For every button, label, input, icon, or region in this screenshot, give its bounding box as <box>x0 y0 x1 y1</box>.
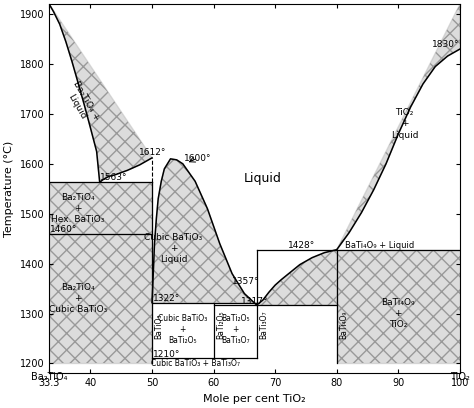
Text: 1357°: 1357° <box>232 277 260 286</box>
Text: Ba₂TiO₄
+
Hex. BaTiO₃: Ba₂TiO₄ + Hex. BaTiO₃ <box>52 193 105 224</box>
Text: BaTiO₃: BaTiO₃ <box>155 314 164 339</box>
Text: 1428°: 1428° <box>288 241 315 250</box>
X-axis label: Mole per cent TiO₂: Mole per cent TiO₂ <box>203 394 306 404</box>
Text: 1460°: 1460° <box>50 225 78 234</box>
Text: Cubic BaTiO₃ + BaTi₃O₇: Cubic BaTiO₃ + BaTi₃O₇ <box>151 359 239 368</box>
Text: BaTi₄O₉ + Liquid: BaTi₄O₉ + Liquid <box>345 241 414 250</box>
Text: TiO₂: TiO₂ <box>450 372 470 382</box>
Text: 1563°: 1563° <box>100 173 127 182</box>
Polygon shape <box>257 250 337 305</box>
Text: BaTi₃O₇: BaTi₃O₇ <box>259 311 268 339</box>
Text: 1830°: 1830° <box>432 40 460 49</box>
Text: Liquid: Liquid <box>244 172 282 185</box>
Polygon shape <box>49 182 152 234</box>
Text: Cubic BaTiO₃
+
Liquid: Cubic BaTiO₃ + Liquid <box>145 233 203 264</box>
Text: BaTi₄O₉
+
TiO₂: BaTi₄O₉ + TiO₂ <box>382 298 415 329</box>
Polygon shape <box>49 234 152 364</box>
Text: 1322°: 1322° <box>153 294 181 303</box>
Y-axis label: Temperature (°C): Temperature (°C) <box>4 141 14 237</box>
Text: TiO₂
+
Liquid: TiO₂ + Liquid <box>391 108 418 140</box>
Polygon shape <box>337 250 460 364</box>
Text: 1317°: 1317° <box>241 297 269 306</box>
Polygon shape <box>152 159 257 305</box>
Polygon shape <box>49 4 152 182</box>
Text: Cubic BaTiO₃
+
BaTi₂O₅: Cubic BaTiO₃ + BaTi₂O₅ <box>158 314 208 345</box>
Text: BaTi₂O₅: BaTi₂O₅ <box>216 311 225 339</box>
Text: Ba₂TiO₄ +
Liquid: Ba₂TiO₄ + Liquid <box>62 80 101 128</box>
Text: BaTi₄O₉: BaTi₄O₉ <box>339 311 348 339</box>
Text: BaTi₂O₅
+
BaTi₃O₇: BaTi₂O₅ + BaTi₃O₇ <box>221 314 249 345</box>
Polygon shape <box>337 4 460 250</box>
Text: 1600°: 1600° <box>184 154 211 163</box>
Text: 1210°: 1210° <box>153 350 181 359</box>
Text: 1612°: 1612° <box>138 149 166 157</box>
Text: Ba₂TiO₄
+
Cubic BaTiO₃: Ba₂TiO₄ + Cubic BaTiO₃ <box>49 283 107 314</box>
Text: Ba₂TiO₄: Ba₂TiO₄ <box>31 372 67 382</box>
